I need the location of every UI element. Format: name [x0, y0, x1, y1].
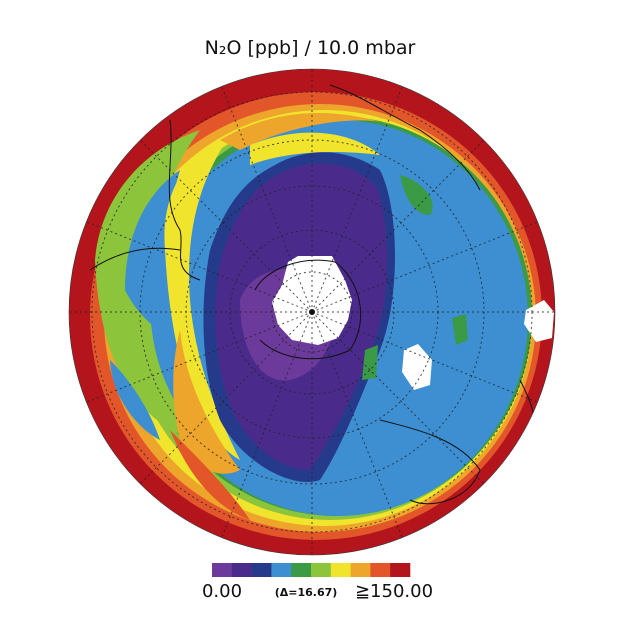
map: [69, 69, 555, 555]
colorbar-swatch: [330, 563, 351, 577]
colorbar-swatch: [390, 563, 411, 577]
colorbar-swatch: [251, 563, 272, 577]
colorbar-swatch: [370, 563, 391, 577]
title: N₂O [ppb] / 10.0 mbar: [205, 37, 416, 59]
colorbar-swatch: [350, 563, 371, 577]
colorbar-swatch: [231, 563, 252, 577]
colorbar-swatch: [291, 563, 312, 577]
colorbar-max-label: ≧150.00: [355, 581, 433, 602]
colorbar-swatch: [271, 563, 292, 577]
coastlines: [89, 84, 535, 505]
colorbar: [212, 563, 411, 577]
colorbar-swatch: [212, 563, 233, 577]
graticule: [70, 70, 555, 555]
colorbar-min-label: 0.00: [202, 581, 242, 602]
colorbar-swatch: [311, 563, 332, 577]
colorbar-delta-label: (Δ=16.67): [275, 586, 338, 599]
